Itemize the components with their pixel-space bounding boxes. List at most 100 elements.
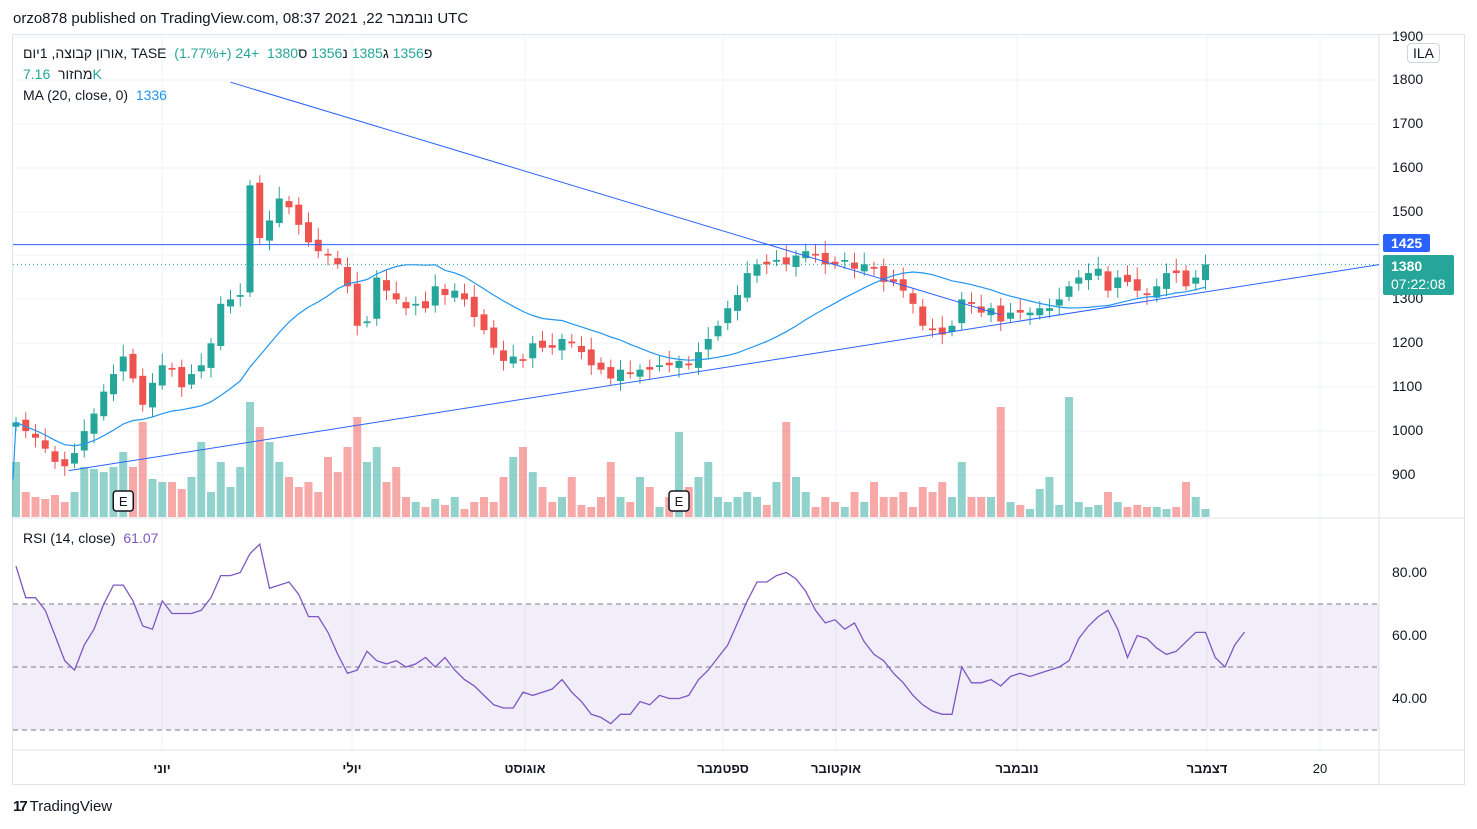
candle: [704, 338, 712, 350]
volume-bar: [31, 497, 40, 517]
volume-bar: [265, 442, 274, 517]
rsi-legend[interactable]: RSI (14, close) 61.07: [23, 530, 158, 546]
volume-bar: [70, 492, 79, 517]
volume-bar: [480, 497, 488, 517]
candle: [41, 440, 49, 449]
volume-bar: [558, 497, 566, 517]
earnings-marker: [668, 490, 690, 512]
volume-bar: [957, 462, 966, 517]
candle: [61, 459, 69, 467]
high-value: 1385: [351, 45, 383, 61]
candle: [548, 345, 556, 348]
volume-bar: [1104, 492, 1112, 517]
volume-bar: [948, 497, 956, 517]
candle: [607, 367, 615, 379]
volume-bar: [294, 487, 303, 517]
volume-bar: [987, 497, 995, 517]
brand-name: TradingView: [29, 798, 113, 815]
candle: [285, 201, 293, 208]
volume-bar: [187, 477, 196, 517]
candle: [266, 220, 273, 241]
volume-bar: [636, 477, 644, 517]
trendline-descending: [230, 81, 1001, 316]
volume-bar: [353, 417, 362, 517]
symbol-name[interactable]: אורון קבוצה, 1יום, TASE: [23, 45, 167, 61]
volume-bar: [519, 447, 527, 517]
tradingview-logo[interactable]: 17 TradingView: [13, 798, 112, 815]
candle: [597, 362, 605, 370]
candle: [1016, 309, 1024, 313]
candle: [22, 419, 30, 432]
volume-bar: [80, 467, 89, 517]
open-label: פ: [423, 45, 433, 61]
volume-bar: [821, 497, 830, 517]
volume-bar: [850, 492, 859, 517]
time-label: אוגוסט: [504, 761, 546, 776]
volume-bar: [1201, 509, 1210, 517]
time-label: נובמבר: [995, 761, 1039, 776]
candle: [519, 359, 527, 361]
candle: [919, 306, 927, 326]
candle: [841, 259, 849, 262]
earnings-marker-label: E: [675, 494, 684, 509]
volume-bar: [879, 497, 888, 517]
candle: [938, 327, 946, 335]
candle: [1055, 299, 1063, 306]
volume-bar: [1016, 505, 1025, 517]
volume-bar: [1006, 502, 1015, 517]
volume-bar: [889, 497, 898, 517]
price-tick: 1500: [1392, 203, 1424, 219]
volume-bar: [1035, 489, 1044, 517]
candle: [997, 305, 1005, 322]
volume-bar: [207, 492, 215, 517]
candle: [880, 266, 888, 282]
volume-bar: [363, 462, 371, 517]
rsi-value: 61.07: [123, 530, 159, 546]
candle: [1007, 312, 1014, 319]
volume-bar: [616, 497, 625, 517]
volume-bar: [304, 482, 313, 517]
candle: [100, 391, 108, 417]
candle: [461, 293, 468, 300]
volume-bar: [645, 487, 654, 517]
volume-bar: [421, 507, 430, 517]
rsi-tick: 80.00: [1392, 564, 1428, 580]
candle: [763, 261, 771, 265]
volume-bar: [860, 502, 869, 517]
close-value: 1380: [266, 45, 299, 61]
candle: [32, 433, 39, 438]
volume-bar: [470, 502, 479, 517]
candle: [1075, 277, 1083, 284]
volume-bar: [831, 502, 839, 517]
volume-bar: [538, 487, 547, 517]
volume-bar: [216, 462, 225, 517]
candle: [1163, 273, 1170, 289]
volume-bar: [1182, 482, 1190, 517]
volume-bar: [1113, 502, 1122, 517]
volume-bar: [528, 472, 537, 517]
time-label: דצמבר: [1186, 761, 1228, 776]
candle: [792, 255, 800, 267]
volume-bar: [801, 492, 810, 517]
candle: [860, 264, 868, 272]
volume-bar: [1143, 507, 1151, 517]
close-label: ס: [298, 45, 308, 61]
candle: [422, 301, 429, 309]
volume-value: 7.16K: [23, 66, 102, 82]
volume-bar: [275, 462, 284, 517]
candle: [1124, 274, 1131, 282]
volume-label: מחזור: [58, 66, 93, 82]
volume-bar: [372, 447, 381, 517]
candle: [1143, 293, 1151, 296]
candle: [178, 367, 186, 388]
candle: [431, 286, 439, 306]
candle: [685, 363, 693, 366]
ma-legend[interactable]: MA (20, close, 0) 1336: [23, 87, 167, 103]
tv-logo-icon: 17: [13, 798, 28, 815]
volume-bar: [21, 492, 30, 517]
time-label: יולי: [342, 761, 362, 776]
hline-price-tag: 1425: [1383, 234, 1431, 252]
symbol-legend: אורון קבוצה, 1יום, TASE פ1356 ג1385 נ135…: [23, 45, 432, 61]
candle: [217, 303, 225, 346]
